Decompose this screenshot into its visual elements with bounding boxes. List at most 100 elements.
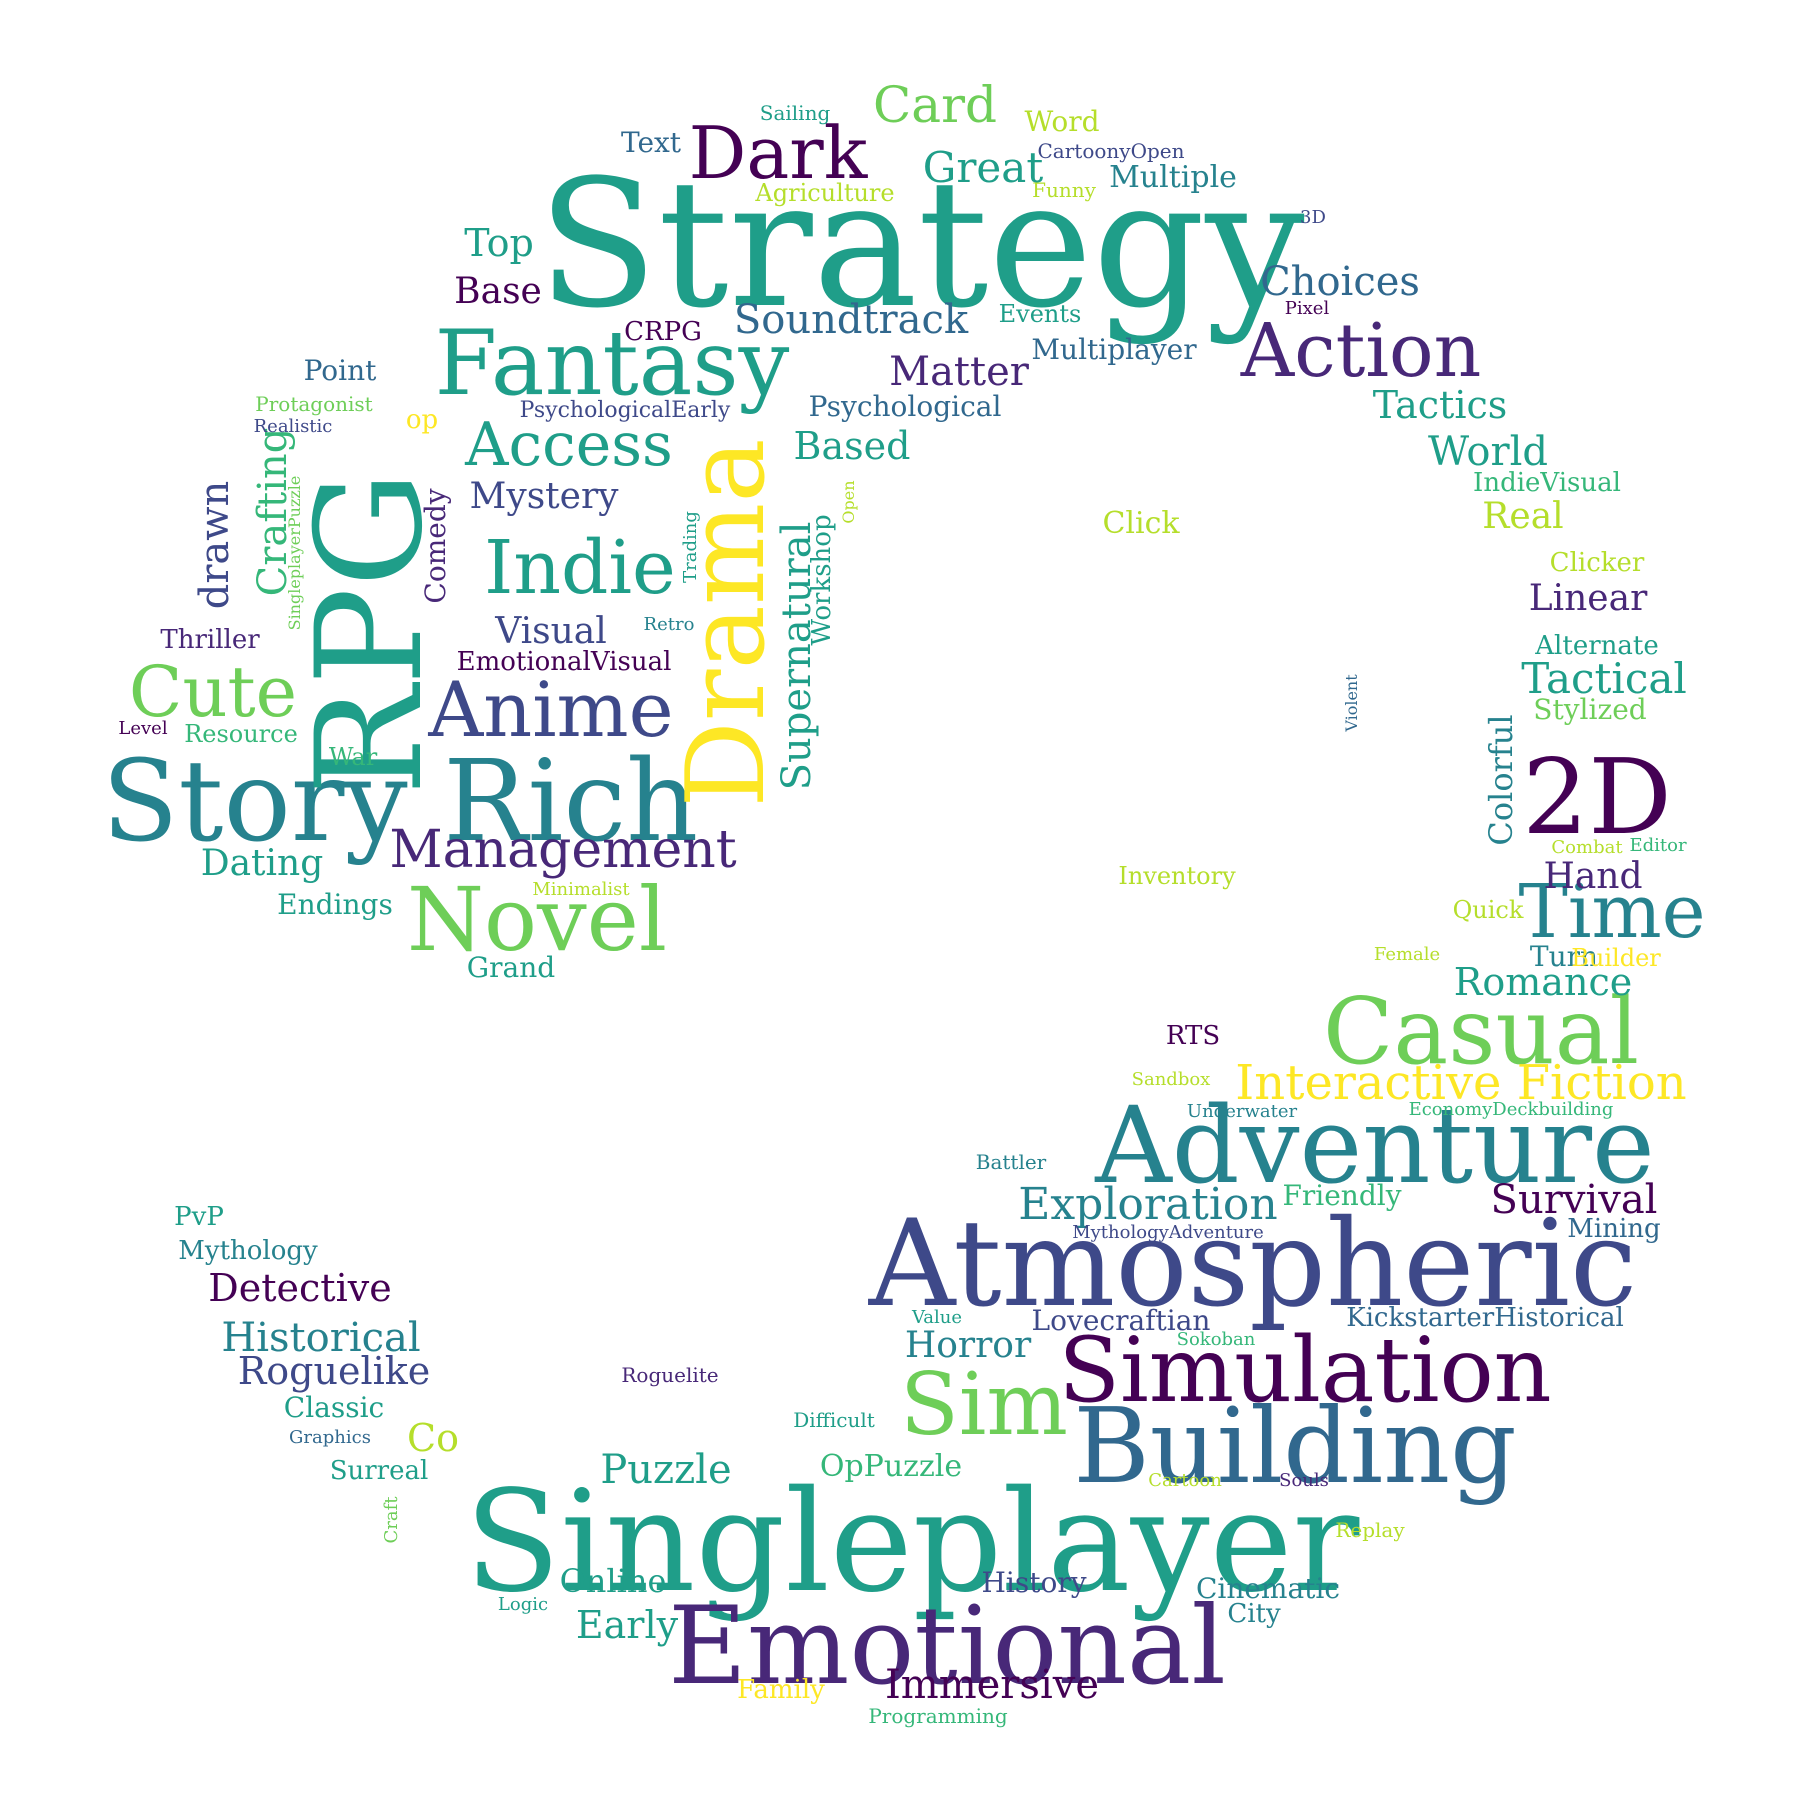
word-action: Action xyxy=(1240,308,1482,394)
word-multiple: Multiple xyxy=(1109,160,1237,195)
word-emotionalvisual: EmotionalVisual xyxy=(456,647,672,677)
word-hand: Hand xyxy=(1543,856,1643,897)
word-builder: Builder xyxy=(1571,944,1661,972)
word-underwater: Underwater xyxy=(1186,1101,1298,1122)
word-text: Text xyxy=(620,126,682,159)
word-building: Building xyxy=(1073,1385,1517,1507)
word-tactics: Tactics xyxy=(1372,383,1508,427)
word-agriculture: Agriculture xyxy=(755,179,895,207)
word-battler: Battler xyxy=(975,1150,1047,1174)
word-puzzle: Puzzle xyxy=(600,1447,732,1493)
word-mining: Mining xyxy=(1567,1214,1661,1244)
word-linear: Linear xyxy=(1528,578,1648,619)
word-time: Time xyxy=(1518,869,1706,955)
word-matter: Matter xyxy=(889,349,1029,395)
word-surreal: Surreal xyxy=(329,1456,429,1486)
word-based: Based xyxy=(793,424,911,468)
word-horror: Horror xyxy=(904,1325,1032,1366)
word-inventory: Inventory xyxy=(1118,862,1236,890)
word-mystery: Mystery xyxy=(469,476,619,517)
word-rts: RTS xyxy=(1165,1021,1221,1051)
word-difficult: Difficult xyxy=(793,1408,875,1432)
word-psychological: Psychological xyxy=(808,390,1002,423)
word-survival: Survival xyxy=(1490,1177,1658,1223)
word-op: op xyxy=(405,405,439,435)
word-online: Online xyxy=(559,1562,667,1600)
word-visual: Visual xyxy=(495,611,607,652)
word-kickstarterhistorical: KickstarterHistorical xyxy=(1346,1303,1624,1333)
word-family: Family xyxy=(737,1675,825,1705)
word-access: Access xyxy=(465,410,673,480)
word-city: City xyxy=(1227,1599,1281,1629)
word-realistic: Realistic xyxy=(253,416,333,437)
word-value: Value xyxy=(911,1307,963,1328)
word-lovecraftian: Lovecraftian xyxy=(1031,1304,1211,1337)
word-economydeckbuilding: EconomyDeckbuilding xyxy=(1408,1099,1614,1120)
word-world: World xyxy=(1428,429,1548,475)
word-emotional: Emotional xyxy=(668,1584,1226,1709)
word-stylized: Stylized xyxy=(1533,693,1647,726)
word-strategy: Strategy xyxy=(537,142,1305,347)
word-word: Word xyxy=(1024,105,1100,138)
word-trading: Trading xyxy=(680,511,701,583)
word-dark: Dark xyxy=(688,111,868,195)
word-novel: Novel xyxy=(407,868,667,971)
word-casual: Casual xyxy=(1323,978,1639,1085)
word-tactical: Tactical xyxy=(1521,654,1687,703)
word-early: Early xyxy=(575,1603,679,1647)
word-real: Real xyxy=(1482,496,1564,537)
word-history: History xyxy=(981,1566,1087,1599)
word-management: Management xyxy=(389,820,737,880)
word-cartoonyopen: CartoonyOpen xyxy=(1037,139,1185,163)
word-immersive: Immersive xyxy=(884,1662,1100,1708)
word-alternate: Alternate xyxy=(1535,631,1659,661)
word-sokoban: Sokoban xyxy=(1176,1329,1256,1350)
word-sailing: Sailing xyxy=(759,101,831,125)
word-base: Base xyxy=(454,271,542,312)
word-grand: Grand xyxy=(466,951,556,984)
word-endings: Endings xyxy=(277,888,393,921)
word-protagonist: Protagonist xyxy=(255,392,373,416)
word-historical: Historical xyxy=(221,1315,421,1361)
word-quick: Quick xyxy=(1452,896,1524,924)
word-indievisual: IndieVisual xyxy=(1473,468,1621,498)
word-workshop: Workshop xyxy=(807,514,837,646)
word-events: Events xyxy=(998,300,1082,328)
word-simulation: Simulation xyxy=(1058,1318,1552,1423)
word-open: Open xyxy=(839,480,858,524)
word-graphics: Graphics xyxy=(289,1427,371,1448)
word-dating: Dating xyxy=(200,843,324,884)
word-minimalist: Minimalist xyxy=(532,879,630,900)
word-editor: Editor xyxy=(1629,835,1687,856)
word-crpg: CRPG xyxy=(624,317,702,347)
word-combat: Combat xyxy=(1551,837,1623,858)
word-oppuzzle: OpPuzzle xyxy=(819,1449,963,1484)
word-3d: 3D xyxy=(1300,207,1326,228)
word-replay: Replay xyxy=(1335,1518,1405,1542)
word-cinematic: Cinematic xyxy=(1195,1572,1341,1605)
word-logic: Logic xyxy=(497,1594,549,1615)
word-point: Point xyxy=(303,354,377,387)
word-drawn: drawn xyxy=(192,480,238,610)
word-mythology: Mythology xyxy=(178,1236,318,1266)
word-sim: Sim xyxy=(900,1355,1068,1455)
word-singleplayerpuzzle: SingleplayerPuzzle xyxy=(285,475,304,631)
word-indie: Indie xyxy=(484,525,676,611)
word-cute: Cute xyxy=(128,651,298,733)
word-multiplayer: Multiplayer xyxy=(1031,333,1197,366)
word-violent: Violent xyxy=(1342,674,1361,732)
word-story-rich: Story Rich xyxy=(101,737,699,867)
word-comedy: Comedy xyxy=(419,488,452,604)
word-funny: Funny xyxy=(1032,178,1096,202)
word-classic: Classic xyxy=(283,1391,385,1424)
word-co: Co xyxy=(407,1416,459,1460)
word-2d: 2D xyxy=(1522,736,1672,858)
word-female: Female xyxy=(1373,944,1441,965)
word-friendly: Friendly xyxy=(1282,1179,1402,1212)
word-mythologyadventure: MythologyAdventure xyxy=(1072,1222,1264,1243)
word-pixel: Pixel xyxy=(1284,298,1330,319)
word-craft: Craft xyxy=(381,1496,402,1544)
word-singleplayer: Singleplayer xyxy=(464,1461,1360,1624)
word-cartoon: Cartoon xyxy=(1148,1470,1222,1491)
